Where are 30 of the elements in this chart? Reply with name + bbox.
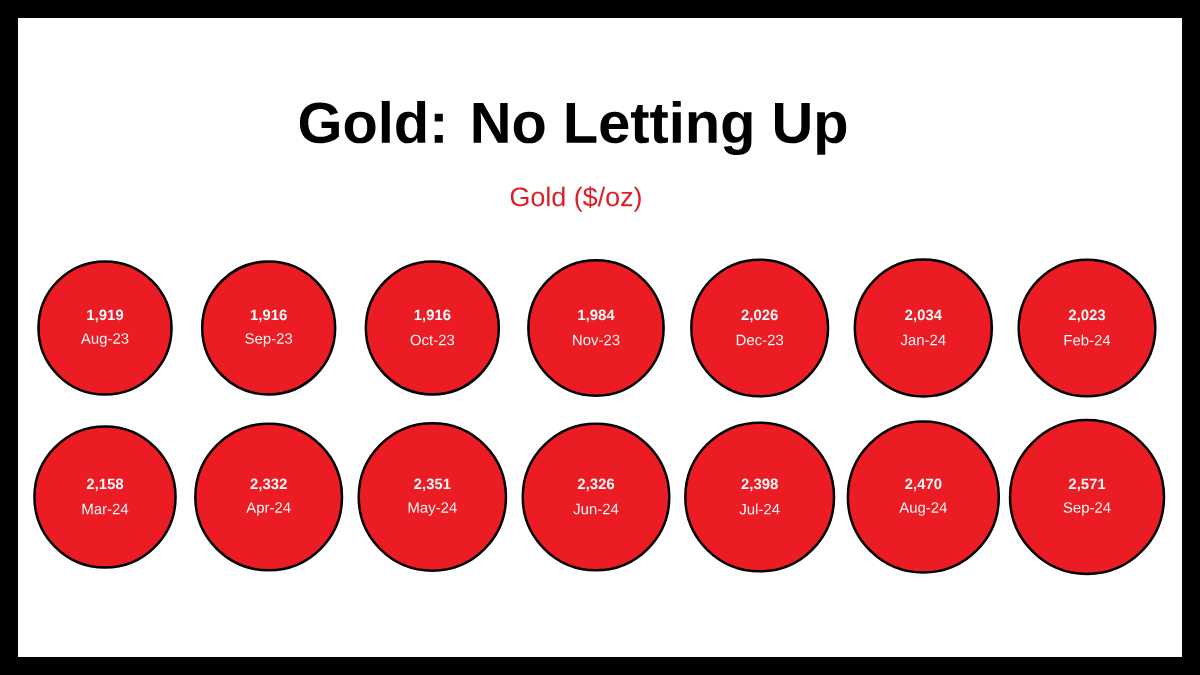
category-label: Sep-24 — [1063, 502, 1111, 516]
category-label: Jul-24 — [739, 503, 780, 515]
category-label: Jan-24 — [900, 334, 946, 346]
data-label: 2,026 — [741, 309, 778, 323]
data-label: 1,916 — [250, 309, 287, 323]
data-label: 2,332 — [250, 478, 287, 492]
data-label: 2,023 — [1068, 309, 1106, 323]
category-label: Dec-23 — [736, 334, 784, 346]
category-label: Sep-23 — [245, 333, 293, 347]
category-label: Jun-24 — [573, 503, 619, 515]
category-label: May-24 — [408, 502, 457, 516]
data-label: 1,916 — [414, 309, 451, 323]
data-label: 2,034 — [905, 309, 942, 323]
data-label: 2,351 — [414, 478, 451, 492]
category-label: Aug-24 — [899, 502, 947, 516]
data-label: 1,984 — [578, 309, 615, 323]
category-label: Feb-24 — [1064, 334, 1111, 346]
data-label: 2,571 — [1068, 478, 1106, 492]
category-label: Apr-24 — [246, 502, 291, 516]
category-label: Aug-23 — [80, 333, 129, 347]
category-label: Nov-23 — [573, 334, 620, 346]
category-label: Mar-24 — [82, 503, 129, 515]
category-label: Oct-23 — [410, 334, 455, 346]
data-label: 1,919 — [87, 309, 124, 323]
text: Gold: No Letting Up — [299, 100, 847, 156]
data-label: 2,470 — [905, 478, 942, 492]
data-label: 2,158 — [86, 478, 124, 492]
data-label: 2,398 — [741, 478, 778, 492]
data-label: 2,326 — [577, 478, 615, 492]
text: Gold ($/oz) — [510, 186, 641, 212]
